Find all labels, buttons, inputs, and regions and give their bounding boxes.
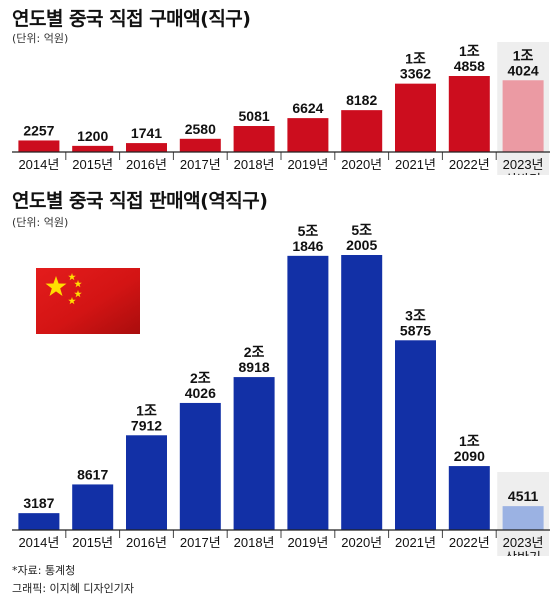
category-label: 2022년 xyxy=(449,157,490,172)
bar xyxy=(502,80,544,152)
bar xyxy=(287,255,329,530)
data-label: 4858 xyxy=(454,58,485,74)
bar xyxy=(395,83,436,152)
category-label: 2023년 xyxy=(503,535,544,550)
data-label: 4511 xyxy=(508,488,539,504)
category-label: 2017년 xyxy=(180,535,221,550)
data-label: 2257 xyxy=(23,122,54,138)
data-label: 4024 xyxy=(508,62,539,78)
category-label: 2014년 xyxy=(18,535,59,550)
bar xyxy=(72,484,114,530)
category-label: 2021년 xyxy=(395,157,436,172)
chart1-title: 연도별 중국 직접 구매액(직구) xyxy=(12,8,251,30)
bar xyxy=(502,506,544,530)
sales-bar-chart: 31872014년86172015년1조79122016년2조40262017년… xyxy=(12,222,550,556)
category-label: 2018년 xyxy=(234,535,275,550)
category-label: 2017년 xyxy=(180,157,221,172)
category-label: 2020년 xyxy=(341,535,382,550)
data-label: 3362 xyxy=(400,66,431,82)
bar xyxy=(395,340,436,530)
data-label: 3187 xyxy=(23,495,54,511)
data-label: 1조 xyxy=(513,47,534,63)
data-label: 7912 xyxy=(131,417,162,433)
bar xyxy=(126,143,167,152)
credit-note: 그래픽: 이지혜 디자인기자 xyxy=(12,582,135,595)
data-label: 1200 xyxy=(77,128,108,144)
category-label: 2019년 xyxy=(287,157,328,172)
data-label: 8617 xyxy=(77,466,108,482)
bar xyxy=(233,126,275,152)
data-label: 1조 xyxy=(459,43,480,59)
category-label: 2021년 xyxy=(395,535,436,550)
category-label: 상반기 xyxy=(505,550,541,556)
data-label: 2조 xyxy=(244,344,265,360)
data-label: 1조 xyxy=(459,433,480,449)
category-label: 2022년 xyxy=(449,535,490,550)
category-label: 2016년 xyxy=(126,157,167,172)
bar xyxy=(287,118,329,152)
data-label: 8918 xyxy=(239,359,270,375)
data-label: 1846 xyxy=(292,238,323,254)
category-label: 2020년 xyxy=(341,157,382,172)
category-label: 2023년 xyxy=(503,157,544,172)
data-label: 2조 xyxy=(190,370,211,386)
data-label: 2090 xyxy=(454,448,485,464)
bar xyxy=(233,377,275,530)
bar xyxy=(72,145,114,152)
data-label: 2580 xyxy=(185,121,216,137)
data-label: 5조 xyxy=(351,222,372,238)
bar xyxy=(18,513,60,530)
category-label: 상반기 xyxy=(505,172,541,175)
data-label: 3조 xyxy=(405,307,426,323)
data-label: 1741 xyxy=(131,125,162,141)
data-label: 5081 xyxy=(239,108,270,124)
category-label: 2015년 xyxy=(72,535,113,550)
bar xyxy=(341,110,383,152)
data-label: 6624 xyxy=(292,100,323,116)
bar xyxy=(18,140,60,152)
bar xyxy=(126,435,167,530)
bar xyxy=(448,466,490,530)
bar xyxy=(448,76,490,152)
category-label: 2016년 xyxy=(126,535,167,550)
data-label: 5조 xyxy=(298,223,319,239)
category-label: 2018년 xyxy=(234,157,275,172)
data-label: 8182 xyxy=(346,92,377,108)
data-label: 1조 xyxy=(136,402,157,418)
data-label: 5875 xyxy=(400,322,431,338)
data-label: 1조 xyxy=(405,51,426,67)
source-note: *자료: 통계청 xyxy=(12,564,76,577)
category-label: 2019년 xyxy=(287,535,328,550)
chart1-unit: (단위: 억원) xyxy=(12,32,69,45)
category-label: 2014년 xyxy=(18,157,59,172)
bar xyxy=(341,255,383,530)
data-label: 4026 xyxy=(185,385,216,401)
bar xyxy=(179,402,221,530)
chart2-unit: (단위: 억원) xyxy=(12,216,69,229)
category-label: 2015년 xyxy=(72,157,113,172)
china-flag-icon xyxy=(36,268,140,334)
purchase-bar-chart: 2257 2014년 1200 2015년 1741 2016년 2580 2017년 5081… xyxy=(12,42,550,175)
bar xyxy=(179,138,221,152)
chart2-title: 연도별 중국 직접 판매액(역직구) xyxy=(12,190,268,212)
data-label: 2005 xyxy=(346,237,377,253)
